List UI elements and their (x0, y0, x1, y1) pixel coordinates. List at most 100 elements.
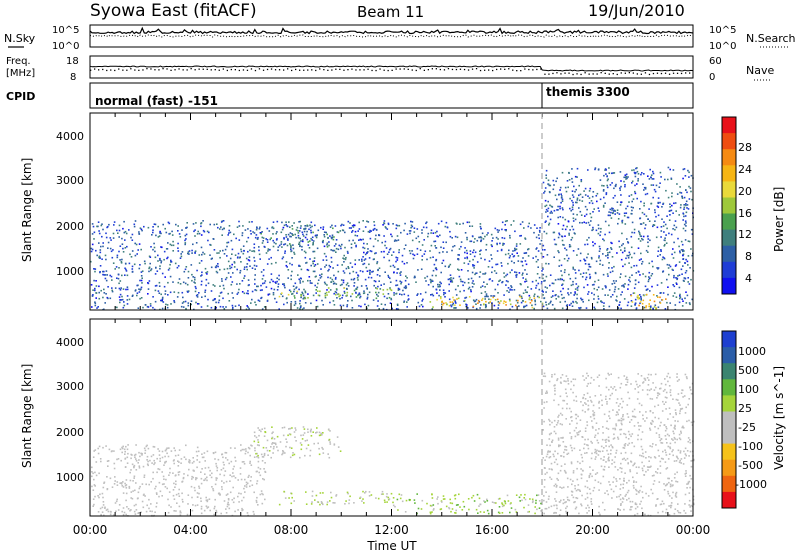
data-cell (685, 211, 688, 214)
data-cell (682, 254, 684, 257)
data-cell (453, 299, 455, 301)
data-cell (576, 460, 579, 463)
data-cell (677, 503, 679, 505)
data-cell (172, 489, 175, 491)
data-cell (603, 509, 606, 511)
data-cell (190, 264, 193, 266)
data-cell (170, 259, 172, 262)
data-cell (621, 220, 623, 222)
data-cell (257, 299, 260, 302)
data-cell (633, 265, 635, 267)
data-cell (558, 233, 561, 236)
data-cell (94, 471, 96, 474)
data-cell (240, 492, 242, 495)
data-cell (177, 454, 180, 456)
data-cell (600, 300, 602, 302)
data-cell (606, 179, 609, 182)
data-cell (641, 491, 644, 493)
data-cell (165, 231, 168, 234)
data-cell (560, 382, 562, 384)
data-cell (340, 247, 342, 250)
data-cell (262, 478, 264, 480)
data-cell (558, 444, 560, 446)
data-cell (257, 285, 259, 288)
data-cell (688, 419, 690, 422)
data-cell (649, 466, 651, 468)
data-cell (576, 176, 578, 178)
data-cell (542, 256, 545, 258)
data-cell (241, 234, 244, 237)
data-cell (167, 242, 169, 244)
data-cell (568, 499, 571, 502)
data-cell (520, 494, 522, 496)
data-cell (294, 233, 296, 236)
data-cell (497, 304, 500, 306)
nave-dot (572, 73, 574, 76)
data-cell (158, 281, 161, 284)
data-cell (107, 465, 109, 467)
data-cell (487, 232, 489, 234)
data-cell (555, 424, 558, 426)
data-cell (590, 457, 593, 460)
data-cell (378, 308, 380, 310)
nave-dot (431, 68, 433, 70)
noise-right-tick-bottom: 10^0 (709, 41, 736, 52)
data-cell (600, 394, 602, 396)
data-cell (660, 176, 662, 178)
data-cell (472, 280, 474, 282)
data-cell (173, 301, 176, 304)
data-cell (219, 268, 221, 271)
data-cell (502, 242, 504, 245)
data-cell (283, 237, 285, 239)
data-cell (582, 404, 584, 407)
data-cell (143, 493, 145, 496)
data-cell (232, 272, 234, 274)
data-cell (605, 377, 607, 380)
data-cell (366, 220, 368, 223)
data-cell (566, 225, 568, 228)
data-cell (366, 270, 369, 272)
data-cell (639, 411, 641, 413)
data-cell (135, 469, 138, 471)
data-cell (616, 212, 619, 214)
data-cell (300, 268, 303, 271)
nave-dot (311, 69, 313, 71)
data-cell (674, 202, 677, 204)
data-cell (97, 452, 100, 455)
data-cell (555, 180, 557, 183)
data-cell (223, 227, 225, 230)
data-cell (233, 266, 236, 268)
data-cell (291, 263, 293, 266)
data-cell (466, 257, 469, 260)
data-cell (602, 273, 605, 276)
data-cell (150, 503, 152, 505)
data-cell (315, 236, 318, 239)
data-cell (93, 238, 95, 240)
data-cell (362, 256, 364, 258)
data-cell (507, 262, 509, 265)
data-cell (662, 292, 665, 294)
data-cell (667, 196, 670, 199)
data-cell (579, 259, 582, 262)
data-cell (138, 465, 141, 467)
data-cell (299, 442, 302, 444)
data-cell (614, 456, 616, 458)
data-cell (547, 179, 550, 182)
data-cell (571, 168, 573, 170)
data-cell (403, 300, 406, 303)
data-cell (558, 445, 560, 448)
data-cell (426, 258, 428, 261)
nave-dot (604, 72, 606, 74)
data-cell (523, 252, 526, 254)
data-cell (261, 492, 263, 495)
data-cell (581, 460, 584, 463)
data-cell (574, 175, 577, 178)
data-cell (562, 287, 564, 290)
data-cell (496, 242, 498, 245)
data-cell (364, 258, 367, 260)
data-cell (566, 395, 568, 398)
data-cell (96, 225, 98, 228)
data-cell (335, 288, 338, 290)
data-cell (186, 283, 189, 286)
data-cell (604, 220, 607, 223)
